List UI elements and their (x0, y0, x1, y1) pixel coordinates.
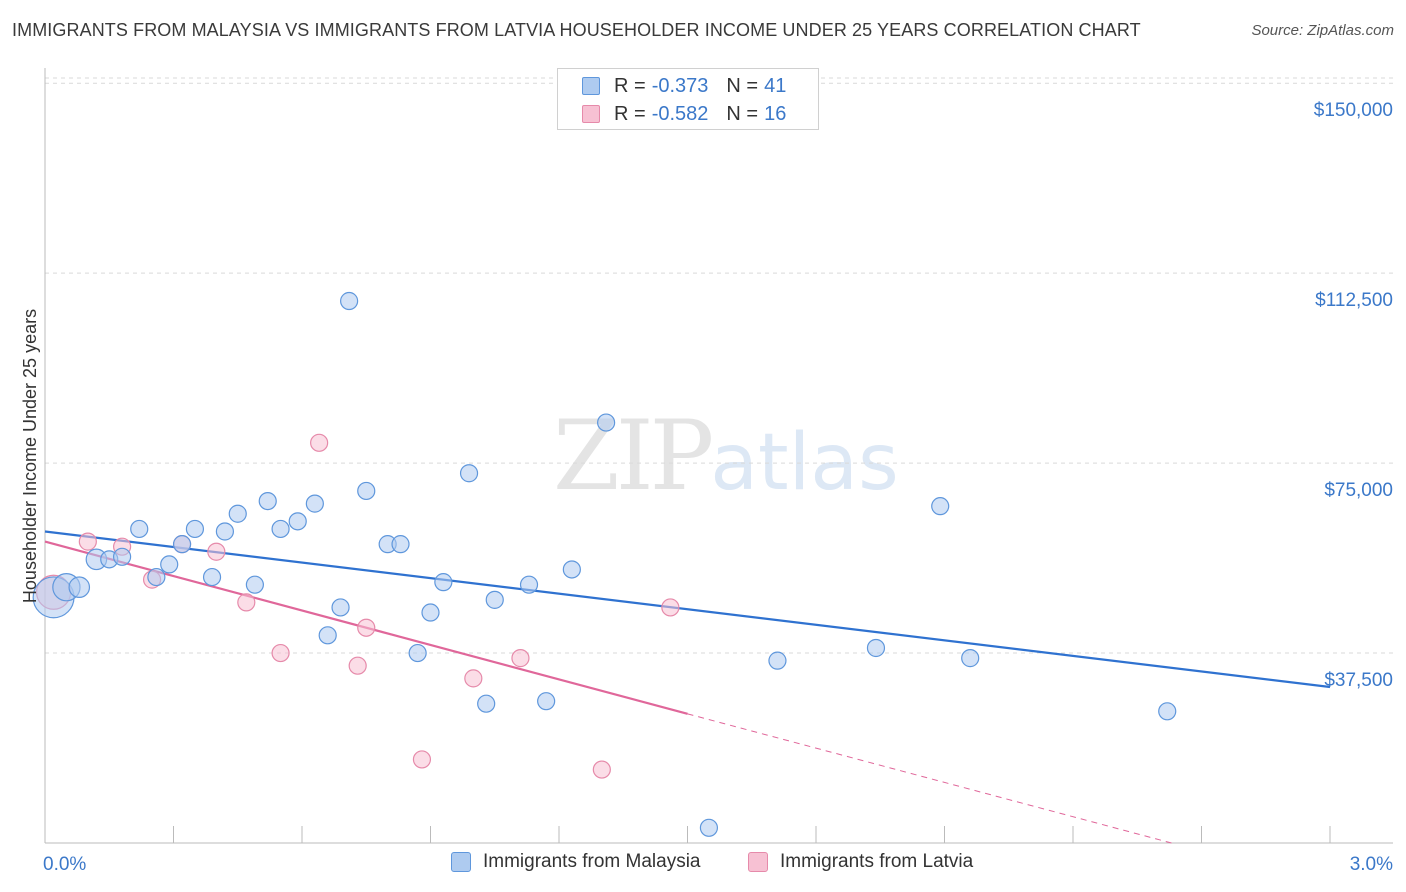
latvia-point (78, 532, 97, 551)
bottom-legend-malaysia: Immigrants from Malaysia (451, 851, 701, 873)
malaysia-point (408, 643, 427, 663)
x-tick-label: 3.0% (1350, 854, 1393, 875)
bottom-malaysia-swatch (451, 852, 471, 872)
malaysia-point (258, 491, 277, 511)
malaysia-point (477, 694, 496, 713)
watermark: ZIPatlas (553, 400, 899, 512)
latvia-point (271, 643, 290, 663)
malaysia-point (434, 573, 453, 592)
malaysia-point (147, 567, 166, 587)
latvia-trend-extension (687, 713, 1172, 844)
latvia-point (348, 656, 367, 675)
malaysia-point (931, 497, 950, 516)
malaysia-point (318, 626, 337, 645)
legend-row-latvia: R = -0.582 N = 16 (582, 101, 786, 127)
latvia-r-label: R = (614, 102, 646, 125)
y-tick-label: $150,000 (1314, 100, 1393, 121)
latvia-n-label: N = (726, 102, 759, 125)
x-tick-label: 0.0% (43, 854, 86, 875)
malaysia-trend-line (44, 530, 1331, 689)
trend-layer (44, 530, 1331, 844)
point-layer (32, 291, 1177, 837)
malaysia-point (1158, 702, 1177, 721)
latvia-point (661, 598, 680, 617)
bottom-latvia-label: Immigrants from Latvia (780, 851, 974, 872)
y-tick-label: $37,500 (1324, 670, 1393, 691)
latvia-point (592, 760, 611, 779)
watermark-zip: ZIP (553, 400, 714, 512)
malaysia-point (866, 638, 886, 658)
legend-row-malaysia: R = -0.373 N = 41 (582, 73, 786, 99)
malaysia-point (160, 555, 179, 574)
malaysia-n-value: 41 (764, 74, 787, 97)
malaysia-point (68, 576, 91, 598)
malaysia-point (245, 575, 264, 594)
y-axis-label: Householder Income Under 25 years (20, 309, 40, 603)
malaysia-point (288, 512, 307, 531)
bottom-malaysia-label: Immigrants from Malaysia (483, 851, 701, 872)
latvia-point (357, 618, 376, 637)
latvia-point (464, 669, 483, 688)
malaysia-point (597, 413, 616, 432)
malaysia-point (271, 519, 290, 539)
malaysia-point (172, 535, 192, 554)
y-tick-label: $75,000 (1324, 480, 1393, 501)
malaysia-point (562, 560, 581, 579)
malaysia-point (357, 481, 376, 501)
malaysia-swatch (582, 77, 600, 95)
malaysia-point (421, 603, 440, 622)
malaysia-point (699, 818, 719, 837)
malaysia-point (768, 651, 787, 670)
correlation-legend: R = -0.373 N = 41 R = -0.582 N = 16 (557, 68, 819, 130)
malaysia-point (961, 649, 980, 668)
latvia-point (310, 433, 329, 452)
malaysia-point (130, 519, 149, 539)
malaysia-point (305, 494, 324, 513)
latvia-swatch (582, 105, 600, 123)
malaysia-point (537, 692, 556, 711)
malaysia-point (459, 464, 479, 483)
malaysia-point (340, 291, 359, 311)
latvia-point (207, 542, 226, 561)
latvia-n-value: 16 (764, 102, 787, 125)
malaysia-point (391, 535, 410, 554)
chart-title: IMMIGRANTS FROM MALAYSIA VS IMMIGRANTS F… (12, 20, 1141, 40)
malaysia-r-value: -0.373 (651, 74, 709, 97)
malaysia-point (112, 547, 132, 566)
malaysia-point (228, 504, 247, 523)
malaysia-point (519, 575, 539, 594)
latvia-point (237, 593, 256, 612)
malaysia-point (485, 590, 504, 609)
malaysia-n-label: N = (726, 74, 759, 97)
malaysia-point (202, 567, 222, 587)
grid-layer (45, 77, 1393, 654)
bottom-latvia-swatch (748, 852, 768, 872)
latvia-point (412, 750, 432, 769)
source-label: Source: ZipAtlas.com (1251, 22, 1394, 39)
malaysia-point (185, 519, 205, 539)
latvia-r-value: -0.582 (651, 102, 709, 125)
y-tick-label: $112,500 (1315, 290, 1393, 311)
malaysia-point (331, 598, 350, 617)
latvia-point (511, 649, 530, 668)
axis-layer: $150,000 $112,500 $75,000 $37,500 0.0% 3.0% (43, 68, 1393, 875)
malaysia-point (215, 522, 234, 541)
bottom-legend-latvia: Immigrants from Latvia (748, 851, 973, 873)
malaysia-r-label: R = (614, 74, 646, 97)
